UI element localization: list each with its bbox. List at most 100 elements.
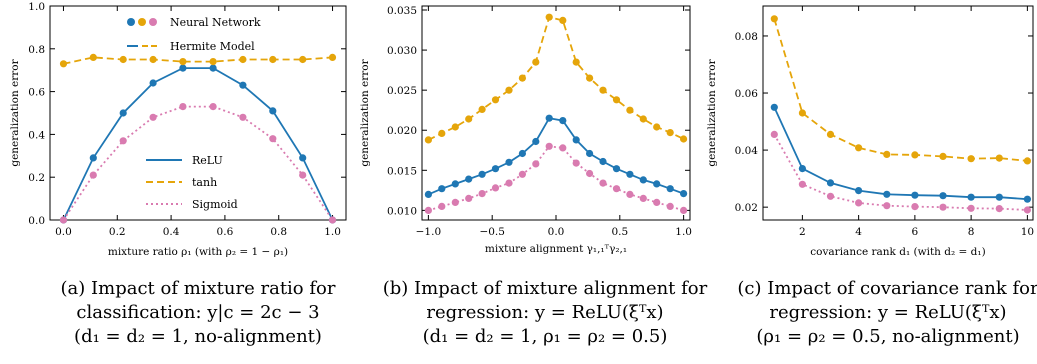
series-line-tanh-c [773,18,1028,162]
caption-c-line2: regression: y = ReLU(ξᵀx) [769,302,1006,323]
data-point-relu-c [939,192,947,200]
y-tick-label-c: 0.08 [735,31,758,43]
data-point-relu-b [639,176,647,184]
caption-a-line1: (a) Impact of mixture ratio for [61,278,336,299]
data-point-sigmoid-a [119,137,127,145]
data-point-sigmoid-c [939,203,947,211]
y-tick-label-c: 0.04 [735,145,759,157]
data-point-sigmoid-b [639,194,647,202]
data-point-sigmoid-c [911,203,919,211]
data-point-relu-a [179,64,187,72]
data-point-sigmoid-b [491,184,500,192]
x-tick-label-b: −0.5 [479,226,505,238]
y-tick-label-b: 0.025 [387,85,417,97]
legend-hermite-model: Hermite Model [170,40,255,53]
legend-series-a: ReLU tanh Sigmoid [146,154,238,211]
data-point-relu-b [424,190,432,198]
data-point-sigmoid-b [438,202,446,210]
legend-neural-network: Neural Network [170,16,261,29]
data-point-tanh-b [559,16,567,24]
data-point-relu-b [491,165,500,173]
data-point-sigmoid-c [770,130,778,138]
data-point-tanh-b [545,13,553,21]
y-axis-label-a: generalization error [9,58,21,166]
data-point-relu-c [770,103,778,111]
caption-b-line1: (b) Impact of mixture alignment for [383,278,708,299]
data-point-tanh-b [478,105,486,113]
series-line-sigmoid-a [62,105,334,221]
data-point-relu-a [299,154,307,162]
data-point-tanh-c [911,151,919,159]
data-point-relu-b [612,165,621,173]
data-point-relu-b [666,185,674,193]
data-point-tanh-b [612,96,621,104]
data-point-tanh-b [572,58,580,66]
data-point-sigmoid-b [518,170,527,178]
data-point-tanh-a [149,55,157,64]
x-tick-label-c: 10 [1021,226,1034,238]
data-point-tanh-c [995,154,1003,162]
x-tick-label-c: 4 [855,226,862,238]
data-point-sigmoid-a [269,135,277,143]
data-point-sigmoid-b [559,144,567,152]
data-point-sigmoid-a [328,216,337,224]
data-point-tanh-c [939,152,947,160]
data-point-relu-b [572,136,580,144]
data-point-relu-c [995,193,1003,201]
caption-a-line2: classification: y|c = 2c − 3 [76,302,319,323]
series-line-relu-b [428,117,684,196]
data-point-tanh-a [59,60,68,68]
legend-label-relu: ReLU [192,154,223,167]
data-point-tanh-a [119,55,127,64]
x-tick-label-a: 0.6 [217,226,234,238]
panel-a: 0.0 0.2 0.4 0.6 0.8 1.0 0.0 0.2 0.4 0.6 0.8 1.0 mix… [9,1,347,347]
y-tick-label-b: 0.035 [387,5,417,17]
data-point-relu-a [239,81,247,89]
x-tick-label-a: 1.0 [324,226,341,238]
x-axis-label-a: mixture ratio ρ₁ (with ρ₂ = 1 − ρ₁) [108,246,288,258]
x-tick-label-c: 8 [968,226,975,238]
x-tick-label-b: 0.0 [548,226,565,238]
y-tick-label-a: 0.2 [28,172,45,184]
data-point-tanh-a [299,55,307,64]
data-point-relu-b [478,170,486,178]
data-point-sigmoid-b [465,194,473,202]
data-point-sigmoid-a [179,103,187,111]
data-point-sigmoid-b [612,185,621,193]
series-lines-c [773,18,1028,211]
data-point-sigmoid-c [798,180,807,188]
legend-marker-tanh [138,18,146,26]
data-point-tanh-b [451,123,459,131]
x-tick-label-b: −1.0 [416,226,442,238]
y-tick-label-b: 0.015 [387,165,417,177]
series-points-c [770,15,1031,214]
ticks-b: −1.0 −0.5 0.0 0.5 1.0 0.010 0.015 0.020 0.025 0.0… [387,5,692,238]
x-tick-label-a: 0.8 [270,226,287,238]
series-line-relu-c [773,106,1028,201]
data-point-sigmoid-b [599,179,607,187]
data-point-relu-b [626,170,634,178]
data-point-tanh-a [269,55,277,64]
data-point-relu-b [518,149,527,158]
data-point-tanh-b [586,74,594,82]
y-tick-label-a: 1.0 [28,1,45,13]
data-point-tanh-b [505,86,513,94]
legend-marker-relu [127,18,135,26]
data-point-tanh-b [680,135,688,143]
caption-b-line2: regression: y = ReLU(ξᵀx) [426,302,663,323]
legend-label-tanh: tanh [192,176,217,189]
legend-marker-sigmoid [149,18,157,26]
data-point-tanh-c [826,130,835,138]
data-point-sigmoid-b [451,198,459,206]
data-point-relu-a [149,79,157,87]
data-point-relu-b [545,114,553,122]
data-point-tanh-b [666,129,674,137]
data-point-relu-c [798,165,807,173]
caption-c-line1: (c) Impact of covariance rank for [737,278,1037,299]
data-point-relu-c [826,179,835,187]
data-point-tanh-b [532,58,540,66]
data-point-sigmoid-a [59,216,68,224]
data-point-relu-b [653,180,661,188]
y-tick-label-b: 0.020 [387,125,417,137]
panel-c: 2 4 6 8 10 0.02 0.04 0.06 0.08 covariance rank d… [706,5,1037,347]
